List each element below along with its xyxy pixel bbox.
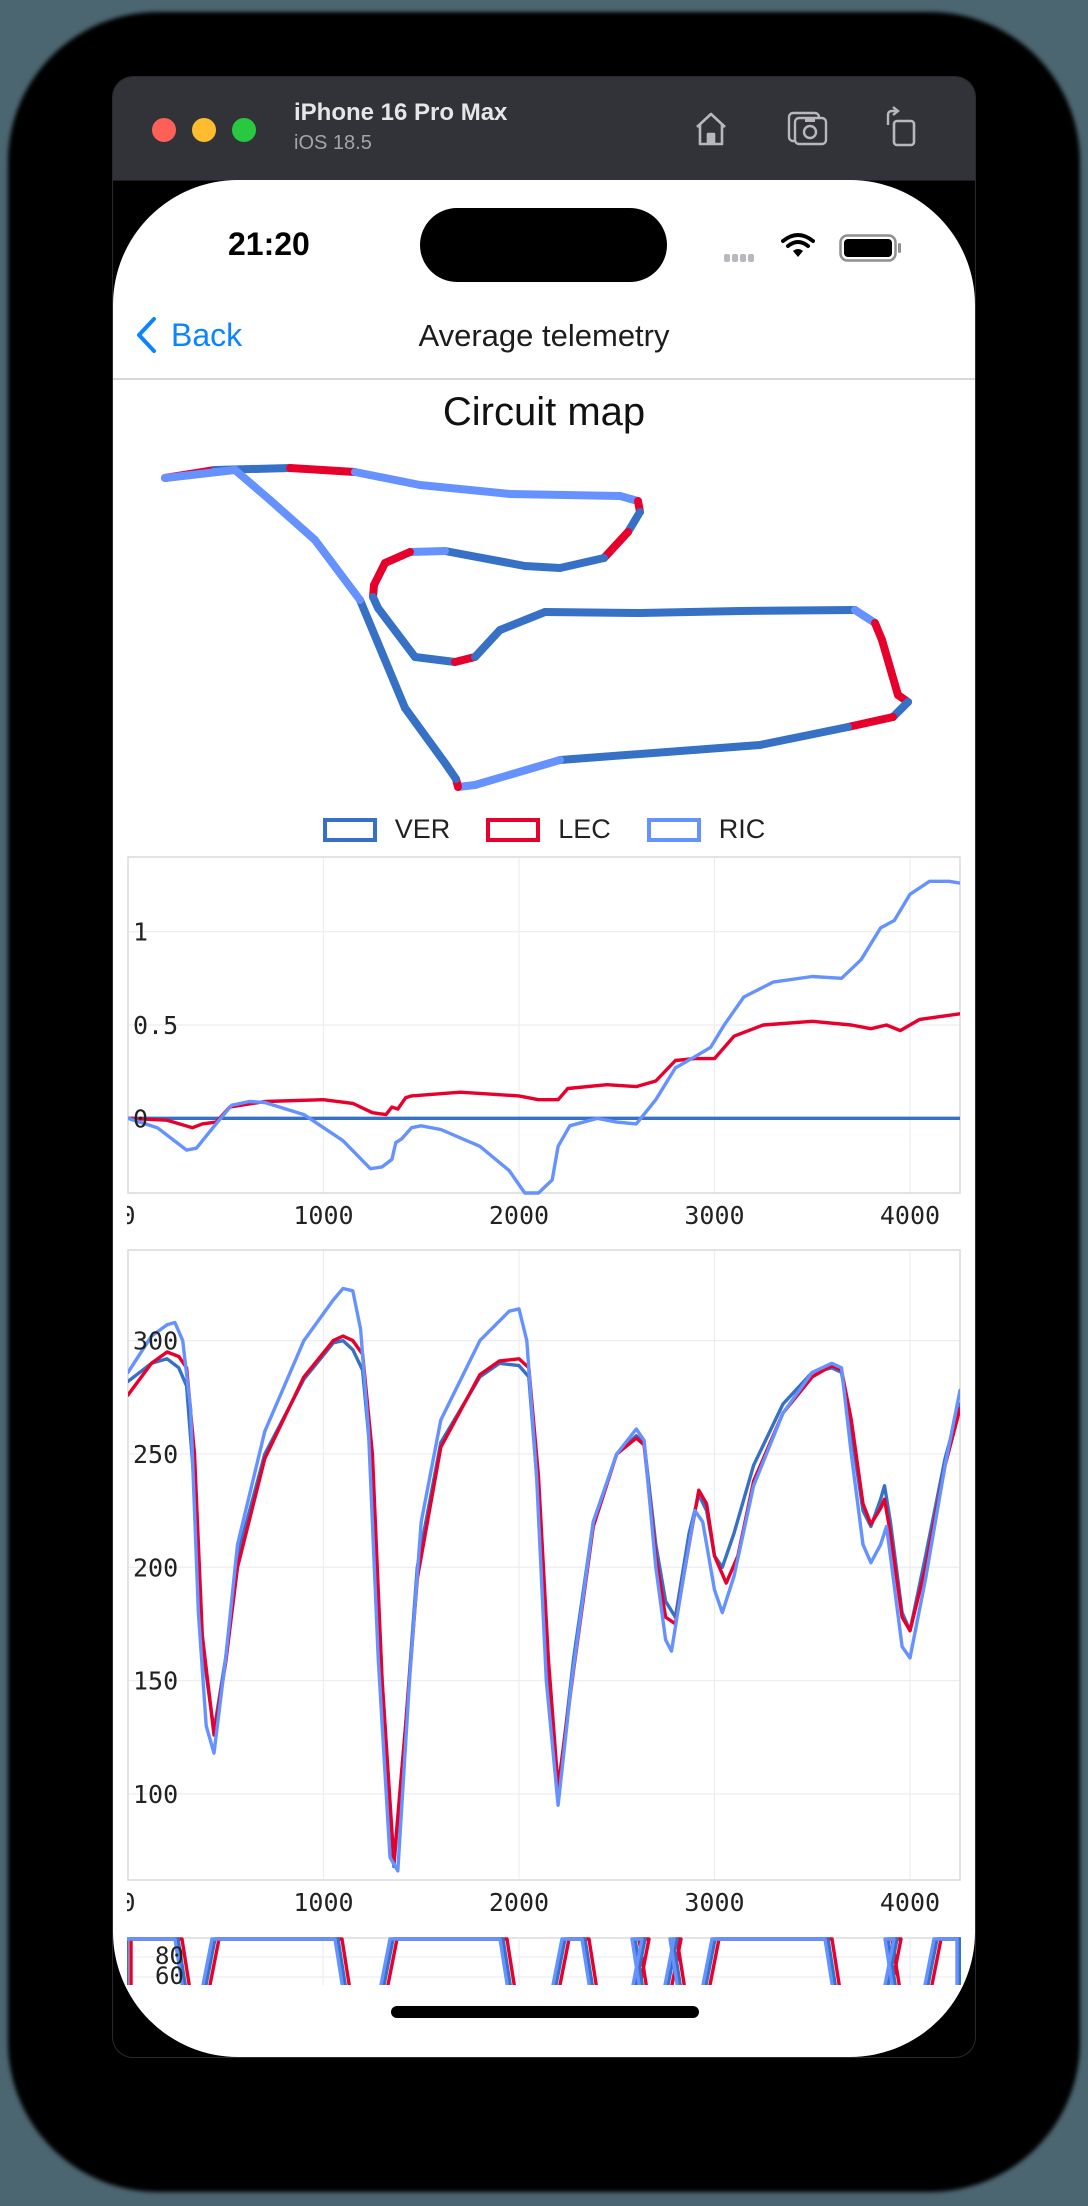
speed-chart[interactable]: 100 150 200 250 300 0 1000 2000 3000 4000 bbox=[127, 1242, 961, 1922]
track-segment[interactable] bbox=[161, 466, 239, 482]
legend-label-ver: VER bbox=[394, 814, 451, 844]
back-button[interactable]: Back bbox=[135, 316, 242, 354]
chevron-left-icon bbox=[137, 317, 156, 353]
track-segment[interactable] bbox=[636, 607, 744, 617]
track-segment[interactable] bbox=[600, 528, 632, 562]
y-tick-label: 200 bbox=[133, 1553, 178, 1582]
minimize-button[interactable] bbox=[192, 118, 216, 142]
legend-label-lec: LEC bbox=[558, 814, 611, 844]
track-segment[interactable] bbox=[416, 481, 514, 498]
legend-item-lec[interactable]: LEC bbox=[486, 814, 611, 845]
track-segment[interactable] bbox=[496, 608, 549, 634]
y-tick-label: 100 bbox=[133, 1780, 178, 1809]
track-segment[interactable] bbox=[266, 496, 319, 544]
legend-swatch-lec bbox=[486, 817, 541, 842]
battery-icon bbox=[839, 234, 901, 262]
track-segment[interactable] bbox=[231, 466, 274, 504]
series-ric[interactable] bbox=[128, 879, 960, 1195]
simulator-titlebar: iPhone 16 Pro Max iOS 18.5 bbox=[113, 77, 975, 181]
circuit-map[interactable] bbox=[113, 450, 975, 830]
screenshot-icon[interactable] bbox=[785, 105, 831, 151]
home-icon[interactable] bbox=[688, 105, 734, 151]
device-name: iPhone 16 Pro Max bbox=[294, 99, 508, 126]
device-screen: 21:20 Back Average telemetry Circuit map bbox=[113, 180, 975, 2057]
x-tick-label: 2000 bbox=[489, 1201, 549, 1230]
throttle-series[interactable] bbox=[127, 1937, 959, 1985]
cellular-signal-icon bbox=[724, 249, 756, 267]
y-tick-label: 300 bbox=[133, 1327, 178, 1356]
nav-divider bbox=[113, 378, 975, 380]
page-title: Average telemetry bbox=[418, 318, 670, 353]
y-tick-label: 0.5 bbox=[133, 1011, 178, 1040]
x-tick-label: 0 bbox=[127, 1888, 136, 1917]
x-tick-label: 3000 bbox=[684, 1888, 744, 1917]
track-segment[interactable] bbox=[521, 562, 564, 572]
dynamic-island bbox=[420, 208, 667, 282]
legend-swatch-ric bbox=[646, 817, 701, 842]
legend-item-ver[interactable]: VER bbox=[322, 814, 451, 845]
track-segment[interactable] bbox=[356, 596, 409, 712]
track-segment[interactable] bbox=[351, 468, 424, 489]
track-segment[interactable] bbox=[401, 704, 449, 767]
x-tick-label: 1000 bbox=[293, 1201, 353, 1230]
y-tick-label: 150 bbox=[133, 1667, 178, 1696]
circuit-map-title: Circuit map bbox=[442, 390, 646, 434]
track-segment[interactable] bbox=[556, 554, 608, 572]
y-tick-label: 0 bbox=[133, 1104, 148, 1133]
os-version: iOS 18.5 bbox=[294, 132, 372, 154]
y-tick-label: 1 bbox=[133, 918, 148, 947]
throttle-chart[interactable]: 80 60 bbox=[127, 1930, 961, 1985]
track-segment[interactable] bbox=[471, 626, 504, 661]
x-tick-label: 0 bbox=[127, 1201, 136, 1230]
series-lec[interactable] bbox=[128, 1012, 960, 1130]
wifi-icon bbox=[781, 233, 815, 257]
legend-item-ric[interactable]: RIC bbox=[646, 814, 766, 845]
x-tick-label: 3000 bbox=[684, 1201, 744, 1230]
home-indicator[interactable] bbox=[391, 2006, 699, 2018]
track-segment[interactable] bbox=[756, 723, 852, 749]
simulator-window: iPhone 16 Pro Max iOS 18.5 21:20 bbox=[113, 77, 975, 2057]
track-segment[interactable] bbox=[374, 604, 419, 661]
track-segment[interactable] bbox=[471, 756, 564, 789]
track-segment[interactable] bbox=[441, 547, 529, 570]
delta-time-chart[interactable]: 0 0.5 1 0 1000 2000 3000 4000 bbox=[127, 850, 961, 1230]
navigation-bar: Back Average telemetry bbox=[113, 284, 975, 380]
rotate-icon[interactable] bbox=[880, 105, 926, 151]
track-segment[interactable] bbox=[286, 464, 359, 476]
track-segment[interactable] bbox=[878, 636, 902, 699]
series-ric[interactable] bbox=[128, 1286, 960, 1873]
track-segment[interactable] bbox=[556, 741, 764, 764]
track-segment[interactable] bbox=[311, 536, 364, 604]
track-segment[interactable] bbox=[381, 548, 414, 567]
x-tick-label: 1000 bbox=[293, 1888, 353, 1917]
close-button[interactable] bbox=[152, 118, 176, 142]
legend-label-ric: RIC bbox=[718, 814, 766, 844]
x-tick-label: 2000 bbox=[489, 1888, 549, 1917]
track-segment[interactable] bbox=[370, 559, 389, 589]
y-tick-label: 60 bbox=[155, 1962, 184, 1985]
x-tick-label: 4000 bbox=[880, 1201, 940, 1230]
track-segment[interactable] bbox=[506, 490, 624, 500]
track-segment[interactable] bbox=[541, 608, 644, 617]
track-segment[interactable] bbox=[406, 547, 449, 556]
zoom-button[interactable] bbox=[232, 118, 256, 142]
status-time: 21:20 bbox=[228, 226, 310, 262]
track-segment[interactable] bbox=[844, 713, 897, 731]
legend-swatch-ver bbox=[322, 817, 377, 842]
circuit-legend: VER LEC RIC bbox=[113, 814, 975, 845]
track-segment[interactable] bbox=[411, 653, 459, 666]
track-segment[interactable] bbox=[736, 606, 859, 615]
y-tick-label: 80 bbox=[155, 1942, 184, 1970]
x-tick-label: 4000 bbox=[880, 1888, 940, 1917]
throttle-series[interactable] bbox=[129, 1937, 961, 1985]
y-tick-label: 250 bbox=[133, 1440, 178, 1469]
back-label: Back bbox=[171, 316, 243, 353]
